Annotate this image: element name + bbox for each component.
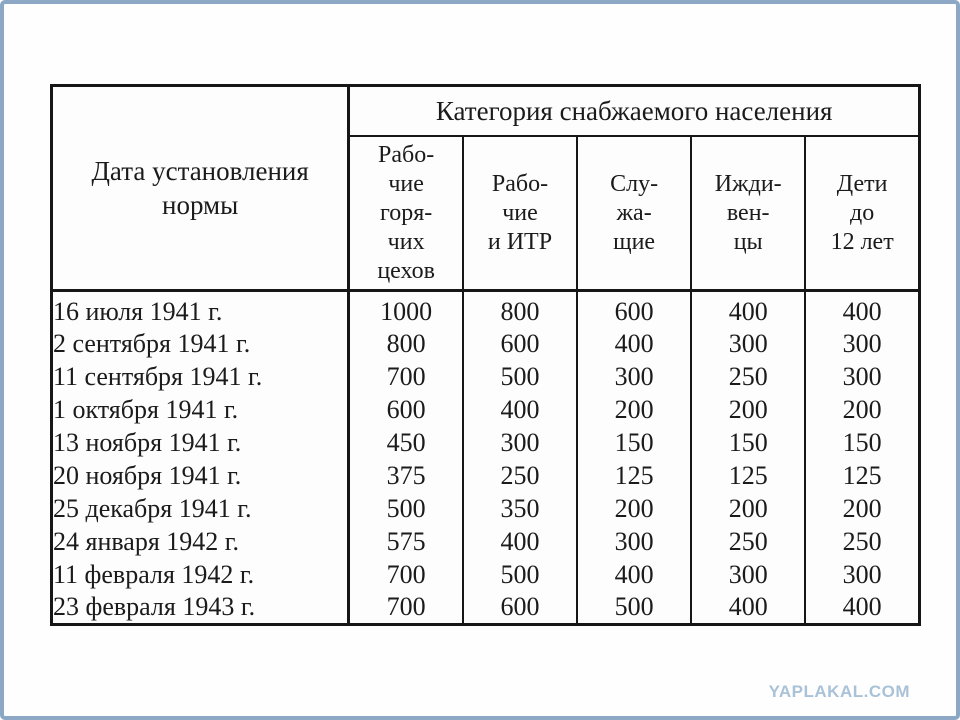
row-value: 400 — [691, 591, 807, 624]
row-value: 400 — [462, 393, 579, 426]
row-value: 400 — [577, 327, 693, 360]
row-value: 600 — [462, 591, 579, 624]
row-value: 400 — [842, 297, 882, 326]
row-date: 1 октября 1941 г. — [51, 393, 351, 426]
row-value: 150 — [577, 426, 693, 459]
row-value: 125 — [842, 460, 882, 490]
ration-norms-table: Дата установления нормы Категория снабжа… — [50, 84, 921, 626]
row-date: 20 ноября 1941 г. — [51, 459, 351, 492]
row-value: 500 — [462, 558, 579, 591]
row-value: 150 — [691, 426, 807, 459]
watermark-yaplakal: YAPLAKAL.COM — [768, 682, 910, 701]
row-value: 200 — [842, 493, 882, 523]
table-row: 24 января 1942 г. 575 400 300 250 250 — [51, 525, 920, 558]
row-value: 600 — [348, 393, 464, 426]
row-value: 350 — [462, 492, 579, 525]
row-date: 11 сентября 1941 г. — [51, 360, 351, 393]
row-value: 300 — [462, 426, 579, 459]
table-row: 20 ноября 1941 г. 375 250 125 125 125 — [51, 459, 920, 492]
row-value: 800 — [348, 327, 464, 360]
row-value: 400 — [577, 558, 693, 591]
row-value: 300 — [691, 558, 807, 591]
row-value: 250 — [691, 525, 807, 558]
row-value: 600 — [577, 290, 693, 327]
row-value: 700 — [348, 360, 464, 393]
header-col-children-under-12: Дети до 12 лет — [805, 136, 920, 292]
row-value: 300 — [691, 327, 807, 360]
row-value: 400 — [462, 525, 579, 558]
row-value: 300 — [577, 360, 693, 393]
row-value: 700 — [348, 591, 464, 624]
row-date: 13 ноября 1941 г. — [51, 426, 351, 459]
header-col-dependents: Ижди- вен- цы — [691, 136, 807, 292]
header-col-hot-shop-workers: Рабо- чие горя- чих цехов — [348, 136, 464, 292]
table-row: 16 июля 1941 г. 1000 800 600 400 400 — [51, 290, 920, 327]
row-value: 575 — [348, 525, 464, 558]
row-value: 300 — [842, 559, 882, 589]
header-col-workers-itr: Рабо- чие и ИТР — [462, 136, 579, 292]
table-row: 1 октября 1941 г. 600 400 200 200 200 — [51, 393, 920, 426]
row-value: 500 — [348, 492, 464, 525]
row-value: 600 — [462, 327, 579, 360]
header-col-employees: Слу- жа- щие — [577, 136, 693, 292]
row-date: 11 февраля 1942 г. — [51, 558, 351, 591]
row-date: 2 сентября 1941 г. — [51, 327, 351, 360]
row-value: 250 — [691, 360, 807, 393]
row-value: 200 — [842, 394, 882, 424]
row-value: 300 — [842, 328, 882, 358]
row-value: 400 — [691, 290, 807, 327]
row-value: 400 — [842, 591, 882, 621]
row-date: 16 июля 1941 г. — [51, 290, 351, 327]
row-value: 800 — [462, 290, 579, 327]
row-value: 300 — [842, 361, 882, 391]
row-value: 200 — [691, 393, 807, 426]
row-value: 500 — [577, 591, 693, 624]
row-value: 250 — [462, 459, 579, 492]
row-value: 150 — [842, 427, 882, 457]
row-value: 450 — [348, 426, 464, 459]
table-row: 11 февраля 1942 г. 700 500 400 300 300 — [51, 558, 920, 591]
row-value: 375 — [348, 459, 464, 492]
table-row: 13 ноября 1941 г. 450 300 150 150 150 — [51, 426, 920, 459]
row-date: 24 января 1942 г. — [51, 525, 351, 558]
row-date: 25 декабря 1941 г. — [51, 492, 351, 525]
table-row: 25 декабря 1941 г. 500 350 200 200 200 — [51, 492, 920, 525]
row-value: 250 — [842, 526, 882, 556]
row-value: 500 — [462, 360, 579, 393]
header-date-column: Дата установления нормы — [51, 85, 351, 292]
table-row: 11 сентября 1941 г. 700 500 300 250 300 — [51, 360, 920, 393]
row-value: 700 — [348, 558, 464, 591]
table-row: 2 сентября 1941 г. 800 600 400 300 300 — [51, 327, 920, 360]
row-value: 200 — [577, 393, 693, 426]
row-value: 300 — [577, 525, 693, 558]
row-date: 23 февраля 1943 г. — [51, 591, 351, 624]
table-row: 23 февраля 1943 г. 700 600 500 400 400 — [51, 591, 920, 624]
row-value: 1000 — [348, 290, 464, 327]
header-category-group: Категория снабжаемого населения — [348, 85, 920, 137]
row-value: 125 — [577, 459, 693, 492]
row-value: 125 — [691, 459, 807, 492]
row-value: 200 — [691, 492, 807, 525]
row-value: 200 — [577, 492, 693, 525]
